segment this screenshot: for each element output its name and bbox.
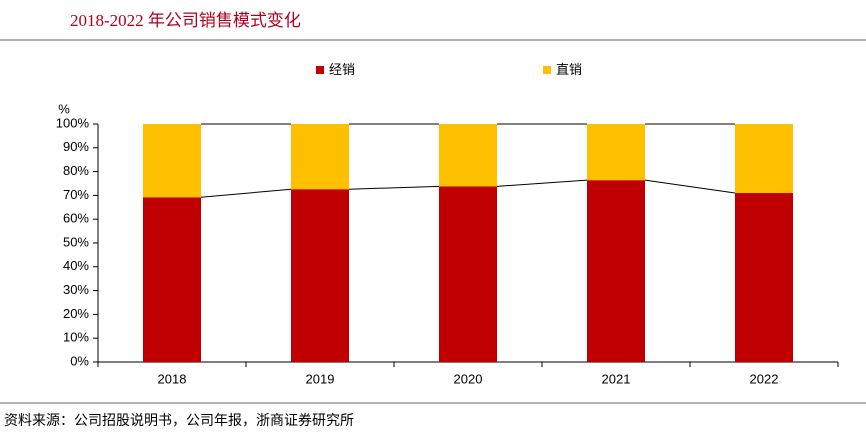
legend-label: 经销 (329, 62, 355, 77)
y-tick-label: 70% (63, 187, 89, 202)
bar-segment (587, 180, 645, 362)
y-tick-label: 90% (63, 139, 89, 154)
connector-line (200, 188, 292, 198)
connector-line (644, 179, 736, 194)
y-tick-label: 60% (63, 211, 89, 226)
y-tick-label: 30% (63, 282, 89, 297)
x-tick-label: 2020 (454, 371, 483, 386)
x-tick-label: 2019 (306, 371, 335, 386)
y-tick-label: 80% (63, 163, 89, 178)
x-tick-label: 2018 (158, 371, 187, 386)
source: 资料来源：公司招股说明书，公司年报，浙商证券研究所 (4, 413, 354, 429)
y-tick-label: 0% (70, 353, 89, 368)
bar-segment (439, 186, 497, 362)
y-tick-label: 10% (63, 330, 89, 345)
y-tick-label: 20% (63, 306, 89, 321)
x-tick-label: 2022 (750, 371, 779, 386)
legend-swatch (316, 66, 324, 74)
bar-segment (439, 124, 497, 187)
bar-segment (291, 124, 349, 190)
bar-segment (735, 193, 793, 362)
bar-segment (143, 197, 201, 362)
y-unit: % (58, 101, 70, 116)
bar-segment (143, 124, 201, 198)
legend-swatch (543, 66, 551, 74)
y-tick-label: 40% (63, 258, 89, 273)
connector-line (496, 179, 588, 187)
bar-segment (735, 124, 793, 194)
bar-segment (291, 189, 349, 362)
legend-label: 直销 (556, 62, 582, 77)
x-tick-label: 2021 (602, 371, 631, 386)
y-tick-label: 50% (63, 234, 89, 249)
chart-title: 2018-2022 年公司销售模式变化 (70, 11, 301, 30)
bar-segment (587, 124, 645, 181)
connector-line (348, 185, 440, 190)
y-tick-label: 100% (56, 115, 90, 130)
